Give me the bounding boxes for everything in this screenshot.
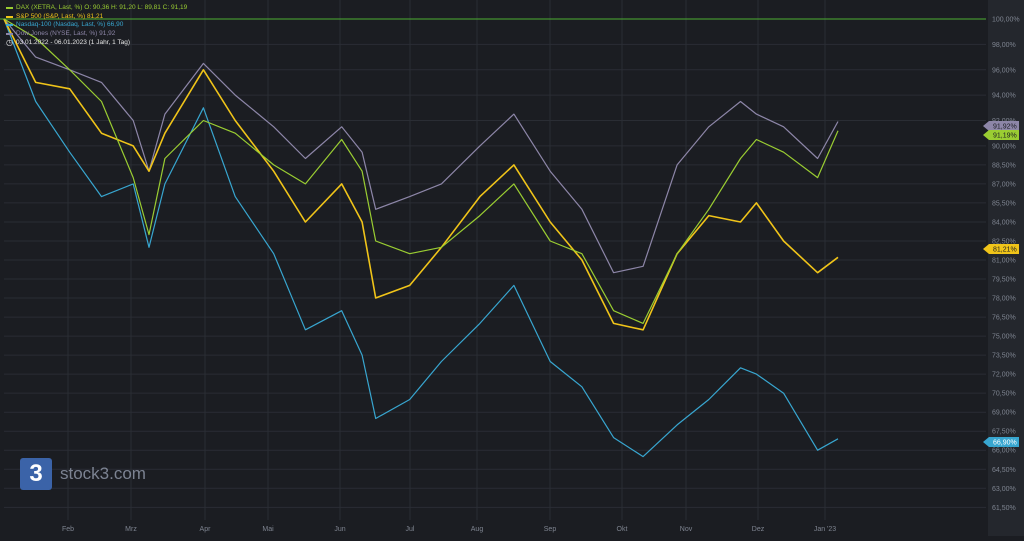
logo-mark: 3 [20, 458, 52, 490]
end-badge: 81,21% [983, 244, 1019, 254]
legend-text-sp500: S&P 500 (S&P, Last, %) 81,21 [16, 13, 104, 20]
y-tick-label: 67,50% [992, 429, 1016, 436]
legend-nasdaq[interactable]: Nasdaq-100 (Nasdaq, Last, %) 66,90 [6, 21, 123, 28]
series-line-s-p-500 [3, 18, 839, 331]
y-tick-label: 94,00% [992, 93, 1016, 100]
y-tick-label: 100,00% [992, 17, 1020, 24]
y-tick-label: 78,00% [992, 296, 1016, 303]
y-tick-label: 98,00% [992, 42, 1016, 49]
x-tick-label: Nov [680, 526, 693, 533]
y-tick-label: 63,00% [992, 486, 1016, 493]
y-tick-label: 69,00% [992, 410, 1016, 417]
legend-swatch-dow [6, 32, 13, 35]
legend-text-dax: DAX (XETRA, Last, %) O: 90,36 H: 91,20 L… [16, 4, 188, 11]
y-tick-label: 81,00% [992, 258, 1016, 265]
brand-logo: 3 stock3.com [20, 458, 146, 490]
y-tick-label: 75,00% [992, 334, 1016, 341]
series-line-dax [3, 18, 839, 324]
end-badge-label: 91,92% [993, 124, 1017, 131]
legend-dax[interactable]: DAX (XETRA, Last, %) O: 90,36 H: 91,20 L… [6, 4, 187, 11]
y-tick-label: 76,50% [992, 315, 1016, 322]
y-tick-label: 79,50% [992, 277, 1016, 284]
series-line-nasdaq-100 [3, 18, 839, 458]
legend-swatch-sp500 [6, 15, 13, 18]
y-tick-label: 66,00% [992, 448, 1016, 455]
end-badge-box [983, 437, 1019, 447]
legend-text-dow: Dow Jones (NYSE, Last, %) 91,92 [16, 30, 116, 37]
x-tick-label: Aug [471, 526, 484, 533]
end-value-badges: 91,92% 91,19% 81,21% 66,90% [983, 121, 1019, 447]
end-badge: 91,19% [983, 130, 1019, 140]
x-tick-label: Jun [334, 526, 345, 533]
x-tick-label: Dez [752, 526, 765, 533]
axis-labels: 100,00%98,00%96,00%94,00%92,00%90,00%88,… [62, 17, 1020, 533]
x-tick-label: Sep [544, 526, 557, 533]
legend-swatch-nasdaq [6, 23, 13, 26]
y-tick-label: 84,00% [992, 219, 1016, 226]
clock-icon: ◷ [6, 38, 13, 47]
x-tick-label: Feb [62, 526, 74, 533]
series-lines [3, 18, 839, 458]
x-tick-label: Jul [406, 526, 415, 533]
y-tick-label: 90,00% [992, 143, 1016, 150]
end-badge-box [983, 244, 1019, 254]
y-tick-label: 61,50% [992, 505, 1016, 512]
period-row[interactable]: ◷ 03.01.2022 - 06.01.2023 (1 Jahr, 1 Tag… [6, 38, 130, 47]
legend-dow[interactable]: Dow Jones (NYSE, Last, %) 91,92 [6, 30, 115, 37]
y-tick-label: 96,00% [992, 67, 1016, 74]
y-tick-label: 88,50% [992, 162, 1016, 169]
end-badge-label: 81,21% [993, 247, 1017, 254]
y-tick-label: 85,50% [992, 200, 1016, 207]
y-tick-label: 64,50% [992, 467, 1016, 474]
end-badge: 66,90% [983, 437, 1019, 447]
period-text: 03.01.2022 - 06.01.2023 (1 Jahr, 1 Tag) [15, 39, 131, 46]
end-badge-box [983, 121, 1019, 131]
end-badge-box [983, 130, 1019, 140]
y-tick-label: 82,50% [992, 238, 1016, 245]
logo-text: stock3.com [60, 464, 146, 483]
x-tick-label: Okt [617, 526, 628, 533]
legend-swatch-dax [6, 6, 13, 9]
grid [4, 0, 986, 520]
end-badge-label: 66,90% [993, 440, 1017, 447]
y-tick-label: 87,00% [992, 181, 1016, 188]
legend-text-nasdaq: Nasdaq-100 (Nasdaq, Last, %) 66,90 [16, 21, 124, 28]
legend-sp500[interactable]: S&P 500 (S&P, Last, %) 81,21 [6, 13, 103, 20]
x-tick-label: Mai [262, 526, 274, 533]
end-badge-label: 91,19% [993, 133, 1017, 140]
x-tick-label: Apr [200, 526, 212, 533]
y-tick-label: 72,00% [992, 372, 1016, 379]
y-tick-label: 70,50% [992, 391, 1016, 398]
y-tick-label: 73,50% [992, 353, 1016, 360]
x-tick-label: Jan '23 [814, 526, 836, 533]
series-line-dow-jones [3, 18, 839, 274]
x-tick-label: Mrz [125, 526, 137, 533]
end-badge: 91,92% [983, 121, 1019, 131]
